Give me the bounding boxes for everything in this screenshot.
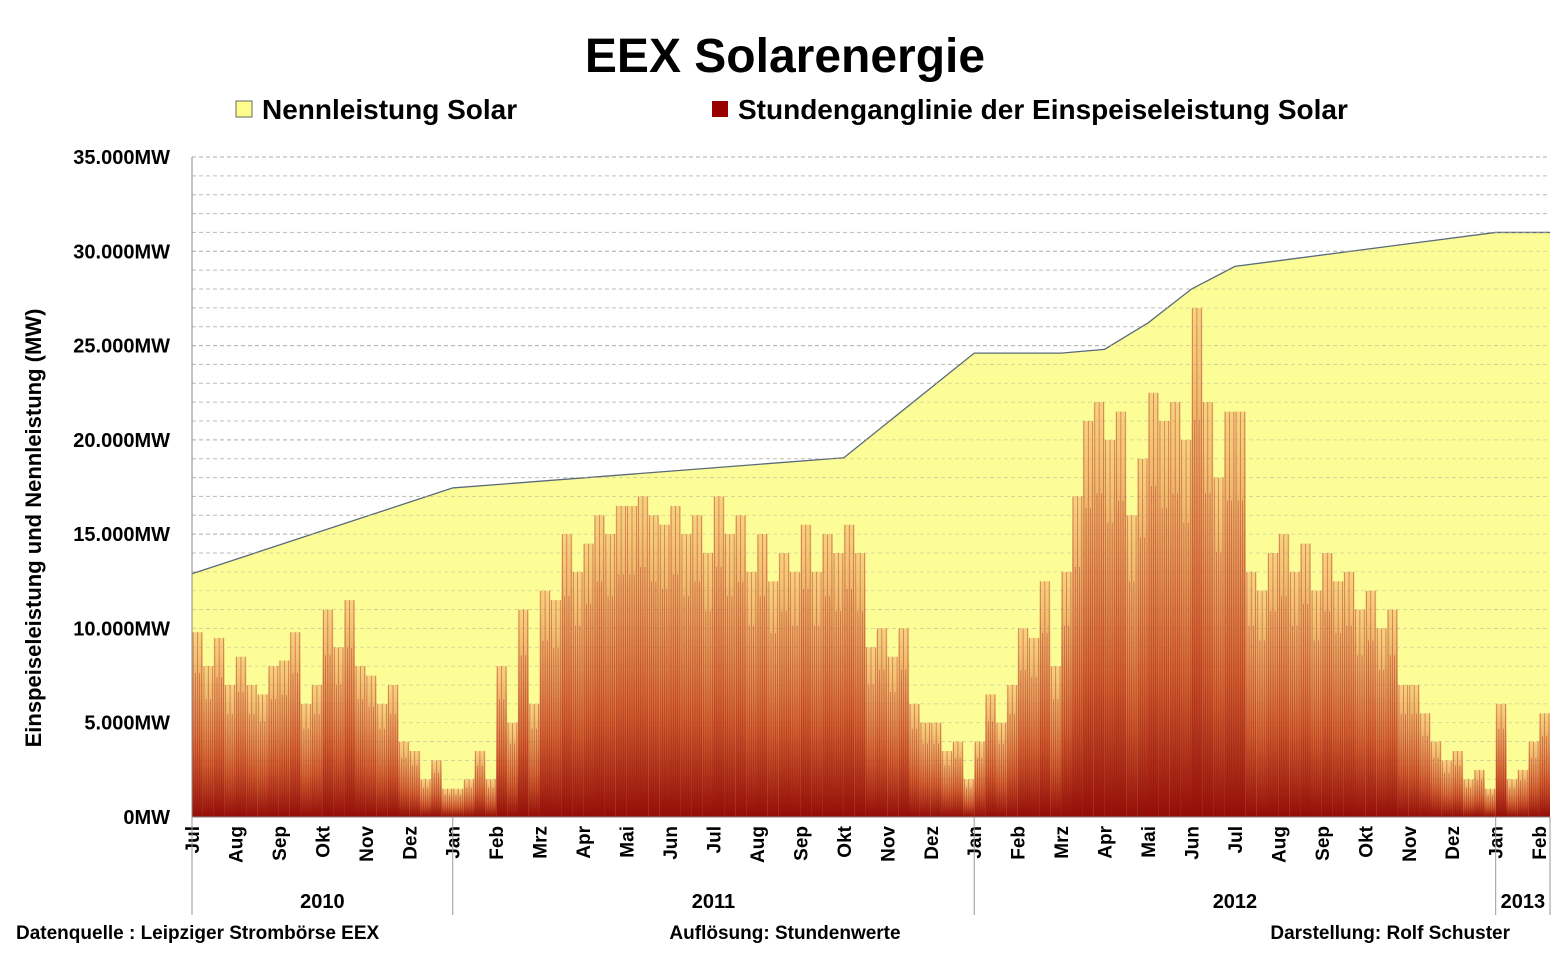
- x-tick-label: Feb: [1530, 826, 1551, 860]
- capacity-line: [191, 231, 1550, 575]
- x-tick-label: Okt: [1356, 825, 1377, 857]
- y-tick-labels: 0MW 5.000MW 10.000MW 15.000MW 20.000MW 25.000…: [73, 147, 170, 829]
- x-tick-label: Okt: [835, 825, 856, 857]
- y-tick-label: 15.000MW: [73, 524, 170, 546]
- year-label: 2012: [1213, 891, 1258, 913]
- legend-swatch-capacity: [235, 100, 253, 118]
- year-labels: 2010 2011 2012 2013: [191, 817, 1551, 915]
- x-tick-label: Jun: [1182, 826, 1203, 860]
- footer-author: Darstellung: Rolf Schuster: [1270, 923, 1510, 944]
- x-tick-label: Jan: [444, 826, 465, 859]
- x-tick-labels: Jul Aug Sep Okt Nov Dez Jan Feb Mrz Apr Mai Jun Jul A…: [183, 825, 1551, 863]
- x-tick-label: Nov: [1400, 826, 1421, 862]
- footer-source: Datenquelle : Leipziger Strombörse EEX: [16, 923, 380, 944]
- year-label: 2013: [1501, 891, 1546, 913]
- x-tick-label: Dez: [922, 826, 943, 860]
- y-tick-label: 20.000MW: [73, 430, 170, 452]
- x-tick-label: Jul: [1226, 826, 1247, 853]
- x-tick-label: Nov: [878, 826, 899, 862]
- footer-resolution: Auflösung: Stundenwerte: [669, 923, 900, 944]
- x-tick-label: Jul: [704, 826, 725, 853]
- year-label: 2010: [300, 891, 345, 913]
- legend-swatch-feedin: [712, 101, 728, 117]
- x-tick-label: Nov: [357, 826, 378, 862]
- x-tick-label: Dez: [1443, 826, 1464, 860]
- y-tick-label: 30.000MW: [73, 241, 170, 263]
- y-tick-label: 0MW: [123, 807, 170, 829]
- x-tick-label: Dez: [400, 826, 421, 860]
- y-tick-label: 25.000MW: [73, 336, 170, 358]
- x-tick-label: Mrz: [531, 826, 552, 859]
- x-tick-label: Sep: [1313, 826, 1334, 861]
- x-tick-label: Jan: [1487, 826, 1508, 859]
- x-tick-label: Mai: [1139, 826, 1160, 858]
- x-tick-label: Mrz: [1052, 826, 1073, 859]
- x-tick-label: Apr: [1096, 825, 1117, 858]
- x-tick-label: Apr: [574, 825, 595, 858]
- x-tick-label: Aug: [1269, 826, 1290, 863]
- legend-label-feedin: Stundenganglinie der Einspeiseleistung S…: [738, 94, 1348, 125]
- x-tick-label: Mai: [618, 826, 639, 858]
- x-tick-label: Sep: [791, 826, 812, 861]
- x-tick-label: Okt: [313, 825, 334, 857]
- y-tick-label: 10.000MW: [73, 618, 170, 640]
- feedin-series: [192, 307, 1550, 817]
- legend: Nennleistung Solar Stundenganglinie der …: [235, 94, 1348, 125]
- x-tick-label: Jul: [183, 826, 204, 853]
- x-tick-label: Feb: [1009, 826, 1030, 860]
- y-tick-label: 35.000MW: [73, 147, 170, 169]
- x-tick-label: Aug: [226, 826, 247, 863]
- year-label: 2011: [692, 891, 735, 913]
- legend-label-capacity: Nennleistung Solar: [262, 94, 517, 125]
- y-tick-label: 5.000MW: [84, 713, 170, 735]
- chart-title: EEX Solarenergie: [585, 30, 985, 83]
- x-tick-label: Aug: [748, 826, 769, 863]
- x-tick-label: Jan: [965, 826, 986, 859]
- x-tick-label: Sep: [270, 826, 291, 861]
- axes: [191, 157, 1550, 818]
- y-axis-label: Einspeiseleistung und Nennleistung (MW): [21, 309, 46, 748]
- x-tick-label: Feb: [487, 826, 508, 860]
- x-tick-label: Jun: [661, 826, 682, 860]
